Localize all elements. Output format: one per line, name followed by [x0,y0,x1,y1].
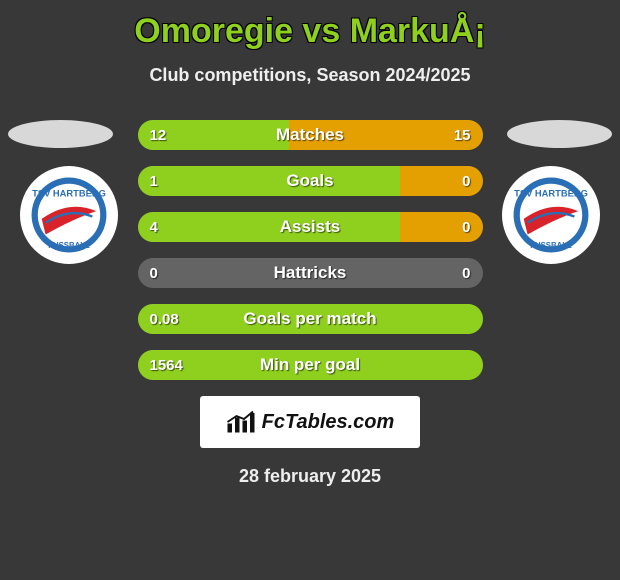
bar-track [138,350,483,380]
stat-value-right: 0 [462,166,470,196]
stat-row: Goals per match0.08 [138,304,483,334]
stat-row: Hattricks00 [138,258,483,288]
bar-seg-left [138,166,400,196]
comparison-subtitle: Club competitions, Season 2024/2025 [0,65,620,86]
bar-track [138,166,483,196]
bar-track [138,304,483,334]
stat-value-right: 0 [462,212,470,242]
bar-chart-icon [226,410,256,434]
stat-value-left: 12 [150,120,167,150]
comparison-title: Omoregie vs MarkuÅ¡ [0,0,620,51]
fctables-text: FcTables.com [262,411,395,434]
stat-row: Min per goal1564 [138,350,483,380]
stat-value-left: 0 [150,258,158,288]
stat-value-left: 1 [150,166,158,196]
bar-track [138,120,483,150]
stat-value-left: 0.08 [150,304,179,334]
stat-row: Assists40 [138,212,483,242]
snapshot-date: 28 february 2025 [0,466,620,487]
stat-value-left: 1564 [150,350,183,380]
tsv-hartberg-icon: TSV HARTBERG FUSSBALL [30,176,108,254]
svg-text:TSV HARTBERG: TSV HARTBERG [32,188,106,198]
svg-text:TSV HARTBERG: TSV HARTBERG [514,188,588,198]
stat-value-right: 15 [454,120,471,150]
tsv-hartberg-icon: TSV HARTBERG FUSSBALL [512,176,590,254]
player-oval-right [507,120,612,148]
player-oval-left [8,120,113,148]
chart-area: TSV HARTBERG FUSSBALL TSV HARTBERG FUSSB… [0,120,620,380]
stat-row: Goals10 [138,166,483,196]
bar-seg-left [138,304,483,334]
stat-row: Matches1215 [138,120,483,150]
club-badge-right: TSV HARTBERG FUSSBALL [502,166,600,264]
bar-seg-left [138,350,483,380]
club-badge-left: TSV HARTBERG FUSSBALL [20,166,118,264]
bar-seg-left [138,212,400,242]
svg-text:FUSSBALL: FUSSBALL [530,241,572,250]
stat-value-left: 4 [150,212,158,242]
bar-track [138,212,483,242]
svg-text:FUSSBALL: FUSSBALL [48,241,90,250]
bars-container: Matches1215Goals10Assists40Hattricks00Go… [138,120,483,380]
bar-track [138,258,483,288]
fctables-logo: FcTables.com [200,396,420,448]
stat-value-right: 0 [462,258,470,288]
